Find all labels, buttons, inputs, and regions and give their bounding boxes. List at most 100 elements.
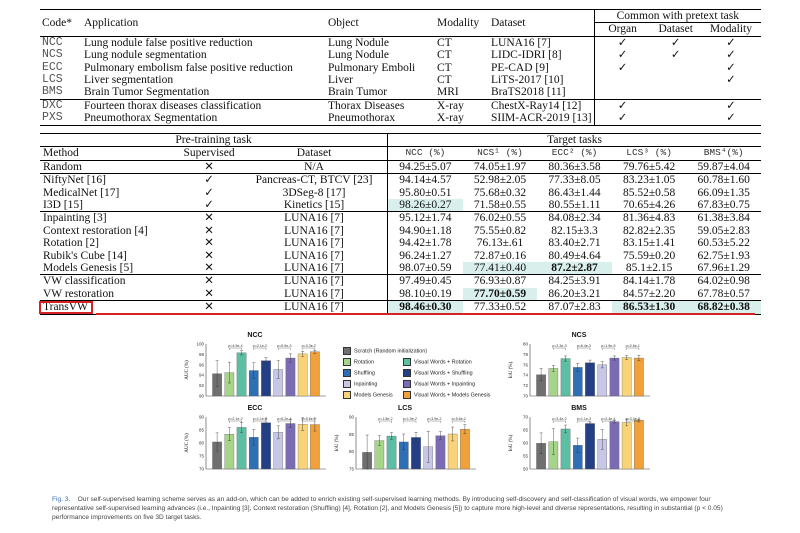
app-row: DXC Fourteen thorax diseases classificati… bbox=[40, 98, 761, 113]
check-organ: ✓ bbox=[593, 35, 651, 50]
pvalue-label: p=2.1e-2 bbox=[253, 344, 267, 348]
check-modality: ✓ bbox=[726, 74, 736, 87]
y-axis-label: AUC (%) bbox=[185, 433, 190, 453]
method-name: Models Genesis [5] bbox=[43, 262, 134, 275]
chart-legend: Scratch (Random initialization) Rotation V… bbox=[343, 347, 528, 422]
app-code: PXS bbox=[40, 112, 82, 126]
supervised-mark: ✕ bbox=[177, 159, 241, 174]
pvalue-bracket bbox=[626, 347, 640, 350]
bar bbox=[609, 421, 620, 470]
error-bar bbox=[313, 417, 317, 432]
check-dataset: ✓ bbox=[650, 35, 701, 50]
y-axis-label: IoU (%) bbox=[335, 434, 340, 451]
result-value: 98.07±0.59 bbox=[387, 262, 463, 275]
chart-panel-ncc: NCC 100 98 96 94 92 90 AUC (%) p=4.9e-4 p=2.1e-2 p… bbox=[180, 332, 330, 402]
error-bar bbox=[564, 424, 568, 434]
legend-item: Visual Words + Rotation bbox=[403, 358, 472, 366]
transvw-highlight-box bbox=[39, 301, 93, 314]
result-row: MedicalNet [17] ✓ 3DSeg-8 [17] 95.80±0.51 75… bbox=[40, 186, 761, 200]
result-value: 75.68±0.32 bbox=[473, 186, 527, 199]
pvalue-label: p=5.9e-3 bbox=[277, 344, 291, 348]
method-name: I3D [15] bbox=[43, 199, 83, 212]
y-tick-label: 70 bbox=[523, 394, 529, 399]
pvalue-bracket bbox=[428, 420, 441, 423]
app-dataset: ChestX-Ray14 [12] bbox=[489, 98, 595, 113]
pvalue-bracket bbox=[452, 420, 466, 423]
bar bbox=[621, 422, 632, 470]
legend-item: Inpainting bbox=[343, 380, 377, 388]
legend-label: Visual Words + Inpainting bbox=[414, 381, 476, 388]
bar bbox=[285, 423, 296, 470]
result-value: 77.33±0.52 bbox=[462, 300, 538, 315]
y-tick-label: 50 bbox=[523, 467, 529, 472]
supervised-mark: ✕ bbox=[177, 211, 241, 225]
result-value: 83.40±2.71 bbox=[548, 237, 601, 250]
y-tick-label: 65 bbox=[523, 428, 529, 433]
y-tick-label: 75 bbox=[349, 467, 355, 472]
chart-panel-ecc: ECC 90 85 80 75 70 AUC (%) p=2.1e-2 p=1.1e-4 p=6.… bbox=[180, 405, 330, 475]
pvalue-label: p=1.8e-2 bbox=[378, 417, 392, 421]
panel-title: ECC bbox=[247, 405, 263, 412]
error-bar bbox=[252, 362, 256, 379]
y-tick-label: 100 bbox=[196, 342, 204, 347]
pretrain-dataset: LUNA16 [7] bbox=[284, 237, 344, 250]
pretrain-dataset: LUNA16 [7] bbox=[284, 262, 344, 275]
legend-label: Models Genesis bbox=[354, 392, 393, 399]
y-tick-label: 96 bbox=[199, 362, 205, 367]
result-value: 77.70±0.59 bbox=[462, 287, 538, 301]
legend-item: Scratch (Random initialization) bbox=[343, 347, 427, 355]
header-common: Common with pretext task bbox=[593, 8, 761, 24]
app-name: Pulmonary embolism false positive reduct… bbox=[84, 61, 293, 74]
result-value: 67.83±0.75 bbox=[697, 199, 750, 212]
result-value: 75.55±0.82 bbox=[473, 224, 527, 237]
supervised-mark: ✕ bbox=[204, 249, 214, 262]
result-value: 60.53±5.22 bbox=[697, 237, 750, 250]
y-tick-label: 90 bbox=[199, 415, 205, 420]
panel-svg: 90 85 80 75 IoU (%) p=1.8e-2 p=1.5e-2 p=3.9e-2 p… bbox=[335, 415, 476, 472]
result-value: 85.1±2.15 bbox=[625, 262, 673, 275]
error-bar bbox=[426, 431, 430, 463]
result-value: 80.49±4.64 bbox=[548, 249, 601, 262]
pvalue-bracket bbox=[379, 420, 392, 423]
legend-label: Visual Words + Rotation bbox=[414, 359, 472, 366]
app-object: Lung Nodule bbox=[328, 49, 390, 62]
pvalue-label: p=5.6e-1 bbox=[302, 417, 316, 421]
legend-swatch bbox=[403, 358, 411, 366]
result-value: 95.80±0.51 bbox=[387, 186, 463, 200]
pvalue-label: p=3.4e-2 bbox=[626, 417, 640, 421]
app-dataset: LiTS-2017 [10] bbox=[491, 74, 564, 87]
caption-fig-label: Fig. 3. bbox=[52, 496, 71, 503]
result-value: 83.23±1.05 bbox=[611, 173, 687, 187]
header-lcs: LCS³ (%) bbox=[611, 146, 687, 161]
y-axis-label: AUC (%) bbox=[185, 360, 190, 380]
app-dataset: LUNA16 [7] bbox=[489, 35, 595, 50]
bar bbox=[310, 351, 320, 397]
header-modality: Modality bbox=[435, 9, 489, 37]
app-object: Lung Nodule bbox=[326, 35, 435, 50]
pvalue-bracket bbox=[403, 420, 417, 423]
y-tick-label: 78 bbox=[523, 352, 529, 357]
result-value: 96.24±1.27 bbox=[387, 249, 463, 263]
pvalue-label: p=2.4e-4 bbox=[601, 417, 615, 421]
result-value: 76.02±0.55 bbox=[462, 211, 538, 225]
error-bar bbox=[240, 350, 244, 356]
result-value: 83.15±1.41 bbox=[622, 237, 676, 250]
chart-panel-bms: BMS 70 65 60 55 50 IoU (%) p=3.4e-2 p=1.1e-3 p=2.… bbox=[504, 405, 654, 475]
app-dataset: LIDC-IDRI [8] bbox=[491, 49, 562, 62]
app-code: NCS bbox=[42, 48, 63, 62]
error-bar bbox=[576, 363, 580, 372]
error-bar bbox=[264, 357, 268, 364]
legend-swatch bbox=[403, 391, 411, 399]
result-row: Inpainting [3] ✕ LUNA16 [7] 95.12±1.74 76.02… bbox=[40, 211, 761, 225]
bar bbox=[560, 428, 571, 470]
check-organ: ✓ bbox=[593, 112, 651, 126]
error-bar bbox=[414, 432, 418, 443]
error-bar bbox=[539, 432, 543, 454]
legend-swatch bbox=[403, 380, 411, 388]
pretrain-dataset: LUNA16 [7] bbox=[240, 211, 388, 225]
y-tick-label: 80 bbox=[199, 441, 205, 446]
panel-title: LCS bbox=[398, 405, 412, 412]
bar bbox=[297, 424, 308, 470]
bar bbox=[548, 368, 559, 397]
result-value: 52.98±2.05 bbox=[462, 173, 538, 187]
